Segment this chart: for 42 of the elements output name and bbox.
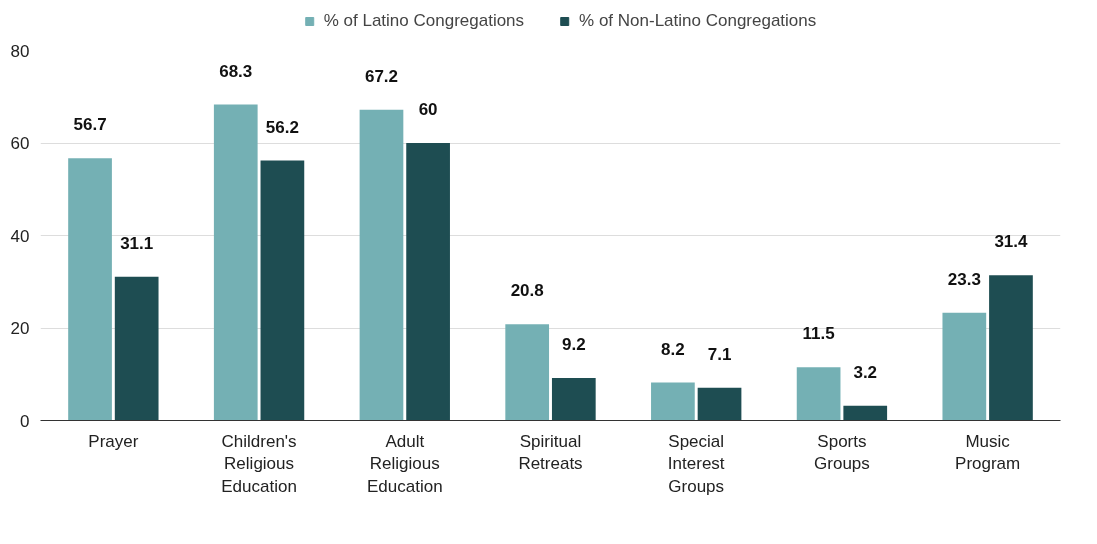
bar	[505, 324, 550, 421]
bar	[68, 158, 112, 421]
data-label: 31.4	[994, 232, 1029, 252]
bar	[359, 109, 404, 421]
data-label: 68.3	[219, 61, 253, 81]
bar	[260, 160, 305, 421]
data-label: 56.7	[73, 115, 107, 135]
data-label: 56.2	[265, 117, 299, 137]
data-label: 3.2	[853, 362, 878, 382]
x-tick-label: Children's Religious Education	[221, 431, 297, 497]
y-tick-label: 60	[10, 134, 30, 153]
data-label: 20.8	[510, 281, 544, 301]
x-tick-label: Music Program	[955, 431, 1021, 474]
x-tick-label: Spiritual Retreats	[518, 431, 583, 474]
x-tick-label: Sports Groups	[814, 431, 870, 474]
bar	[651, 382, 695, 421]
y-tick-label: 0	[20, 411, 30, 431]
data-label: 11.5	[802, 324, 835, 344]
bar	[406, 143, 450, 421]
x-tick-label: Special Interest Groups	[667, 431, 725, 497]
data-label: 60	[418, 100, 438, 119]
bar	[213, 104, 258, 421]
x-tick-label: Adult Religious Education	[366, 431, 443, 497]
bar	[697, 387, 742, 421]
bar	[989, 275, 1033, 421]
y-tick-label: 80	[10, 41, 30, 61]
data-label: 8.2	[661, 339, 685, 359]
bar	[843, 405, 888, 421]
bar	[551, 377, 596, 421]
x-tick-label: Prayer	[88, 431, 139, 451]
y-tick-label: 20	[10, 319, 30, 338]
bar	[114, 276, 159, 421]
legend-label: % of Non-Latino Congregations	[579, 11, 817, 31]
data-label: 7.1	[707, 344, 732, 364]
bar	[942, 312, 987, 421]
y-tick-label: 40	[10, 226, 30, 246]
data-label: 9.2	[562, 334, 586, 354]
data-label: 31.1	[120, 233, 154, 253]
data-label: 67.2	[364, 66, 399, 86]
legend-label: % of Latino Congregations	[323, 11, 525, 31]
bar	[796, 367, 841, 421]
data-label: 23.3	[947, 269, 981, 289]
